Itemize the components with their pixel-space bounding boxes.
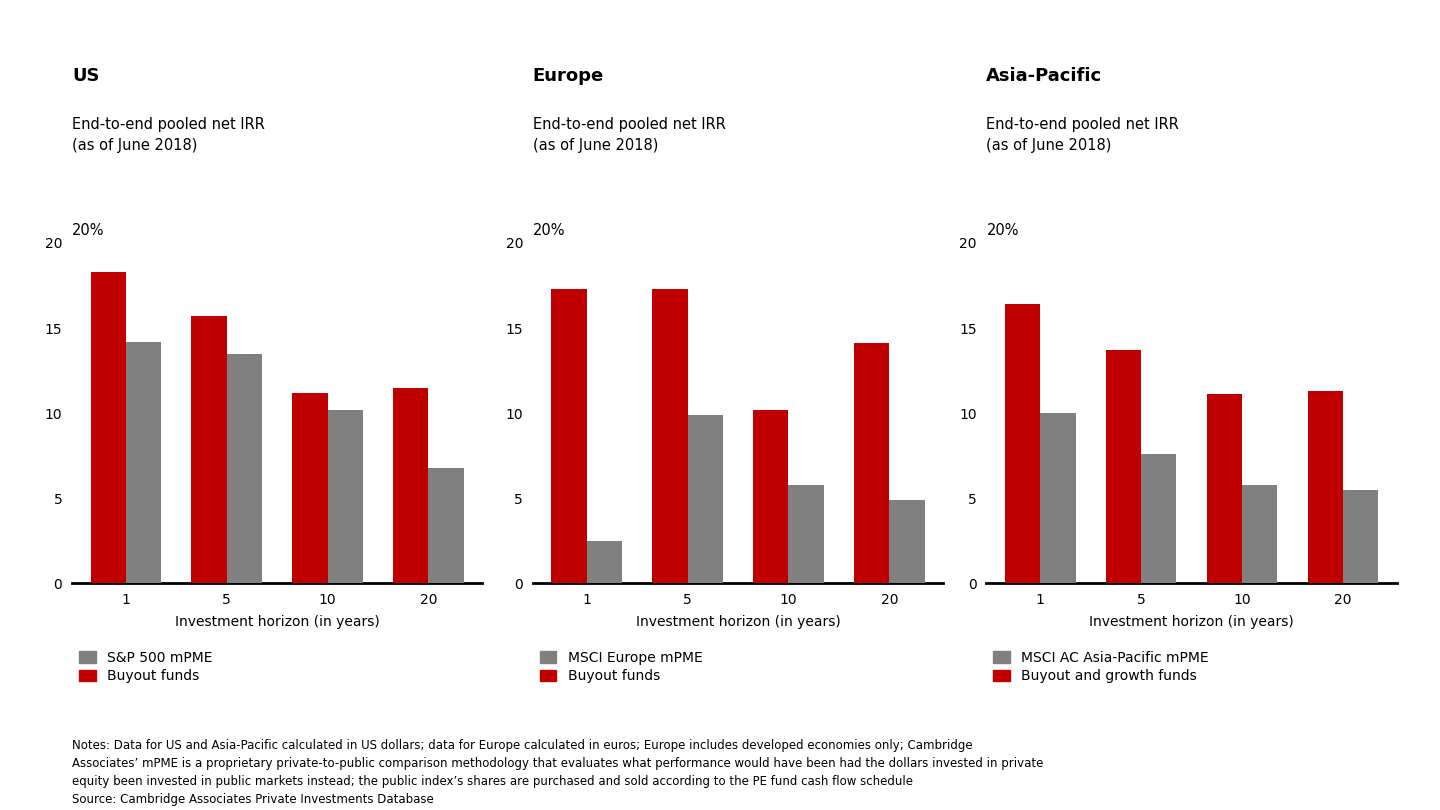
Bar: [125, 342, 161, 583]
Text: Europe: Europe: [533, 67, 603, 85]
Bar: [1005, 305, 1040, 583]
Bar: [753, 410, 789, 583]
Bar: [1344, 489, 1378, 583]
Bar: [789, 484, 824, 583]
Text: 20%: 20%: [986, 223, 1020, 238]
Text: End-to-end pooled net IRR
(as of June 2018): End-to-end pooled net IRR (as of June 20…: [986, 117, 1179, 153]
Text: Notes: Data for US and Asia-Pacific calculated in US dollars; data for Europe ca: Notes: Data for US and Asia-Pacific calc…: [72, 739, 1044, 806]
Bar: [552, 289, 586, 583]
Text: 20%: 20%: [533, 223, 566, 238]
Bar: [1243, 484, 1277, 583]
X-axis label: Investment horizon (in years): Investment horizon (in years): [635, 616, 841, 629]
Bar: [429, 467, 464, 583]
Text: 20%: 20%: [72, 223, 105, 238]
Bar: [652, 289, 687, 583]
Bar: [91, 272, 125, 583]
X-axis label: Investment horizon (in years): Investment horizon (in years): [174, 616, 380, 629]
Bar: [1207, 394, 1243, 583]
X-axis label: Investment horizon (in years): Investment horizon (in years): [1089, 616, 1295, 629]
Bar: [586, 541, 622, 583]
Bar: [890, 500, 924, 583]
Text: End-to-end pooled net IRR
(as of June 2018): End-to-end pooled net IRR (as of June 20…: [72, 117, 265, 153]
Bar: [854, 343, 890, 583]
Bar: [328, 410, 363, 583]
Legend: S&P 500 mPME, Buyout funds: S&P 500 mPME, Buyout funds: [79, 651, 212, 683]
Bar: [226, 353, 262, 583]
Legend: MSCI Europe mPME, Buyout funds: MSCI Europe mPME, Buyout funds: [540, 651, 703, 683]
Legend: MSCI AC Asia-Pacific mPME, Buyout and growth funds: MSCI AC Asia-Pacific mPME, Buyout and gr…: [994, 651, 1208, 683]
Bar: [687, 415, 723, 583]
Bar: [192, 316, 226, 583]
Text: US: US: [72, 67, 99, 85]
Text: End-to-end pooled net IRR
(as of June 2018): End-to-end pooled net IRR (as of June 20…: [533, 117, 726, 153]
Bar: [292, 393, 328, 583]
Bar: [1140, 454, 1176, 583]
Bar: [1106, 350, 1140, 583]
Bar: [1308, 391, 1344, 583]
Text: Asia-Pacific: Asia-Pacific: [986, 67, 1103, 85]
Bar: [1040, 413, 1076, 583]
Bar: [393, 388, 429, 583]
